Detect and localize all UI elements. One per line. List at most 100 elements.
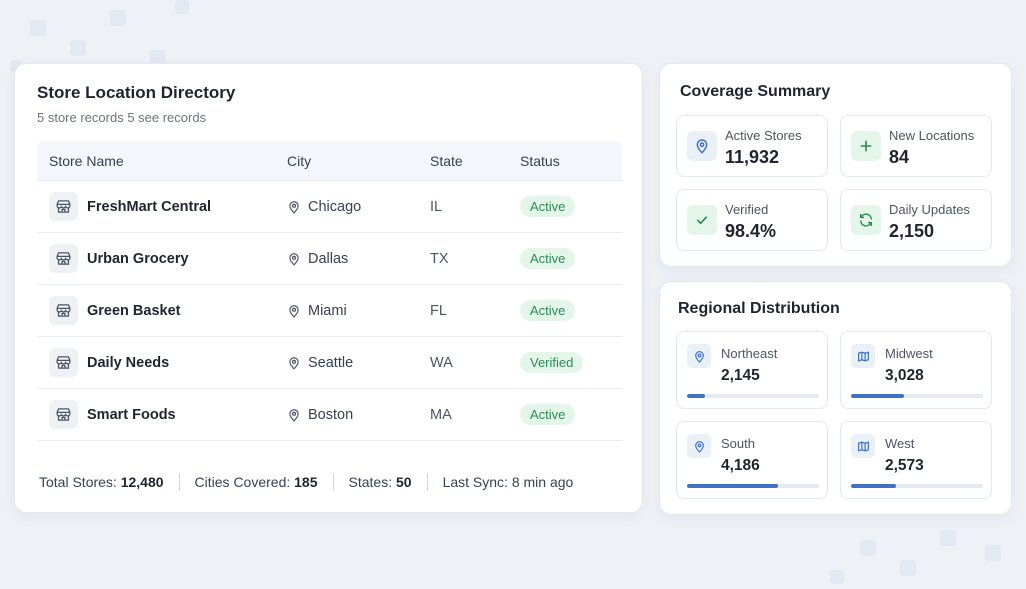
- progress-fill: [687, 394, 706, 398]
- coverage-summary-card: Coverage Summary Active Stores 11,932 Ne…: [659, 63, 1012, 267]
- table-row[interactable]: Urban Grocery Dallas TX Active: [37, 233, 622, 285]
- last-sync-value: 8 min ago: [511, 474, 574, 490]
- state-code: FL: [430, 302, 447, 319]
- stat-label: New Locations: [889, 128, 975, 143]
- map-pin-icon: [287, 200, 301, 214]
- state-code: TX: [430, 250, 449, 267]
- region-label: Midwest: [885, 346, 933, 361]
- store-icon: [49, 244, 78, 273]
- divider: [426, 473, 428, 491]
- city-name: Dallas: [308, 250, 349, 267]
- store-name[interactable]: Daily Needs: [87, 354, 170, 371]
- region-progress-bar: [851, 394, 983, 398]
- table-row[interactable]: Green Basket Miami FL Active: [37, 285, 622, 337]
- region-value: 2,573: [885, 457, 924, 474]
- map-pin-icon: [287, 408, 301, 422]
- map-icon: [851, 344, 875, 368]
- stat-value: 2,150: [889, 221, 935, 241]
- progress-fill: [851, 394, 904, 398]
- stat-label: Active Stores: [725, 128, 802, 143]
- stat-value: 11,932: [725, 147, 780, 167]
- region-south: South 4,186: [676, 421, 828, 499]
- store-name-cell: Smart Foods: [37, 400, 287, 429]
- region-label: Northeast: [721, 346, 778, 361]
- page-title: Store Location Directory: [37, 83, 236, 102]
- region-progress-bar: [687, 484, 819, 488]
- city-name: Boston: [308, 406, 354, 423]
- status-cell: Verified: [520, 352, 620, 373]
- city-cell: Seattle: [287, 355, 430, 371]
- column-header-state[interactable]: State: [430, 152, 463, 169]
- state-code: IL: [430, 198, 443, 215]
- region-label: West: [885, 436, 915, 451]
- store-table: Store Name City State Status FreshMart C…: [37, 141, 622, 441]
- store-name-cell: Urban Grocery: [37, 244, 287, 273]
- column-header-status[interactable]: Status: [520, 152, 560, 169]
- states-stat: States: 50: [349, 474, 412, 490]
- plus-icon: [851, 131, 881, 161]
- regional-distribution-title: Regional Distribution: [678, 300, 840, 317]
- stat-daily-updates: Daily Updates 2,150: [840, 189, 992, 251]
- stat-label: Daily Updates: [889, 202, 970, 217]
- region-midwest: Midwest 3,028: [840, 331, 992, 409]
- store-directory-card: Store Location Directory 5 store records…: [14, 63, 643, 513]
- store-name[interactable]: FreshMart Central: [87, 198, 212, 215]
- state-cell: WA: [430, 355, 520, 371]
- progress-fill: [687, 484, 779, 488]
- regional-distribution-card: Regional Distribution Northeast 2,145 Mi…: [659, 281, 1012, 515]
- check-icon: [687, 205, 717, 235]
- coverage-summary-title: Coverage Summary: [680, 83, 831, 100]
- column-header-city[interactable]: City: [287, 152, 312, 169]
- state-cell: TX: [430, 251, 520, 267]
- map-pin-icon: [287, 356, 301, 370]
- region-progress-bar: [851, 484, 983, 488]
- map-pin-icon: [287, 304, 301, 318]
- table-row[interactable]: Smart Foods Boston MA Active: [37, 389, 622, 441]
- stat-active-stores: Active Stores 11,932: [676, 115, 828, 177]
- status-badge: Active: [520, 196, 576, 217]
- states-label: States:: [348, 474, 393, 490]
- records-subtitle: 5 store records 5 see records: [37, 110, 207, 125]
- total-stores-value: 12,480: [120, 474, 164, 490]
- table-header: Store Name City State Status: [37, 141, 622, 181]
- divider: [178, 473, 180, 491]
- region-progress-bar: [687, 394, 819, 398]
- table-row[interactable]: FreshMart Central Chicago IL Active: [37, 181, 622, 233]
- store-icon: [49, 348, 78, 377]
- city-cell: Dallas: [287, 251, 430, 267]
- last-sync-label: Last Sync:: [442, 474, 508, 490]
- status-cell: Active: [520, 404, 620, 425]
- total-stores-stat: Total Stores: 12,480: [39, 474, 164, 490]
- store-name[interactable]: Green Basket: [87, 302, 181, 319]
- table-row[interactable]: Daily Needs Seattle WA Verified: [37, 337, 622, 389]
- store-icon: [49, 192, 78, 221]
- cities-covered-value: 185: [294, 474, 318, 490]
- store-name-cell: Green Basket: [37, 296, 287, 325]
- state-cell: MA: [430, 407, 520, 423]
- city-cell: Chicago: [287, 199, 430, 215]
- map-pin-icon: [687, 434, 711, 458]
- store-icon: [49, 296, 78, 325]
- region-label: South: [721, 436, 755, 451]
- status-badge: Active: [520, 248, 576, 269]
- map-icon: [851, 434, 875, 458]
- total-stores-label: Total Stores:: [39, 474, 117, 490]
- state-cell: IL: [430, 199, 520, 215]
- status-cell: Active: [520, 196, 620, 217]
- region-value: 3,028: [885, 367, 924, 384]
- status-badge: Verified: [520, 352, 584, 373]
- state-cell: FL: [430, 303, 520, 319]
- map-pin-icon: [287, 252, 301, 266]
- region-west: West 2,573: [840, 421, 992, 499]
- store-name[interactable]: Smart Foods: [87, 406, 176, 423]
- stat-new-locations: New Locations 84: [840, 115, 992, 177]
- divider: [332, 473, 334, 491]
- column-header-store-name[interactable]: Store Name: [49, 152, 124, 169]
- stat-verified: Verified 98.4%: [676, 189, 828, 251]
- states-value: 50: [395, 474, 412, 490]
- cities-covered-label: Cities Covered:: [194, 474, 291, 490]
- store-name[interactable]: Urban Grocery: [87, 250, 189, 267]
- region-value: 4,186: [721, 457, 760, 474]
- stat-value: 98.4%: [725, 221, 777, 241]
- directory-footer: Total Stores: 12,480 Cities Covered: 185…: [15, 460, 644, 504]
